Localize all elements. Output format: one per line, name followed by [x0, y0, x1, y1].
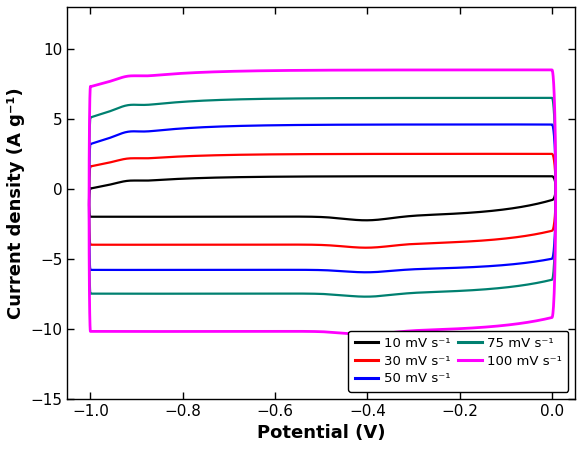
X-axis label: Potential (V): Potential (V): [257, 424, 385, 442]
Y-axis label: Current density (A g⁻¹): Current density (A g⁻¹): [7, 87, 25, 319]
Legend: 10 mV s⁻¹, 30 mV s⁻¹, 50 mV s⁻¹, 75 mV s⁻¹, 100 mV s⁻¹: 10 mV s⁻¹, 30 mV s⁻¹, 50 mV s⁻¹, 75 mV s…: [348, 330, 569, 392]
